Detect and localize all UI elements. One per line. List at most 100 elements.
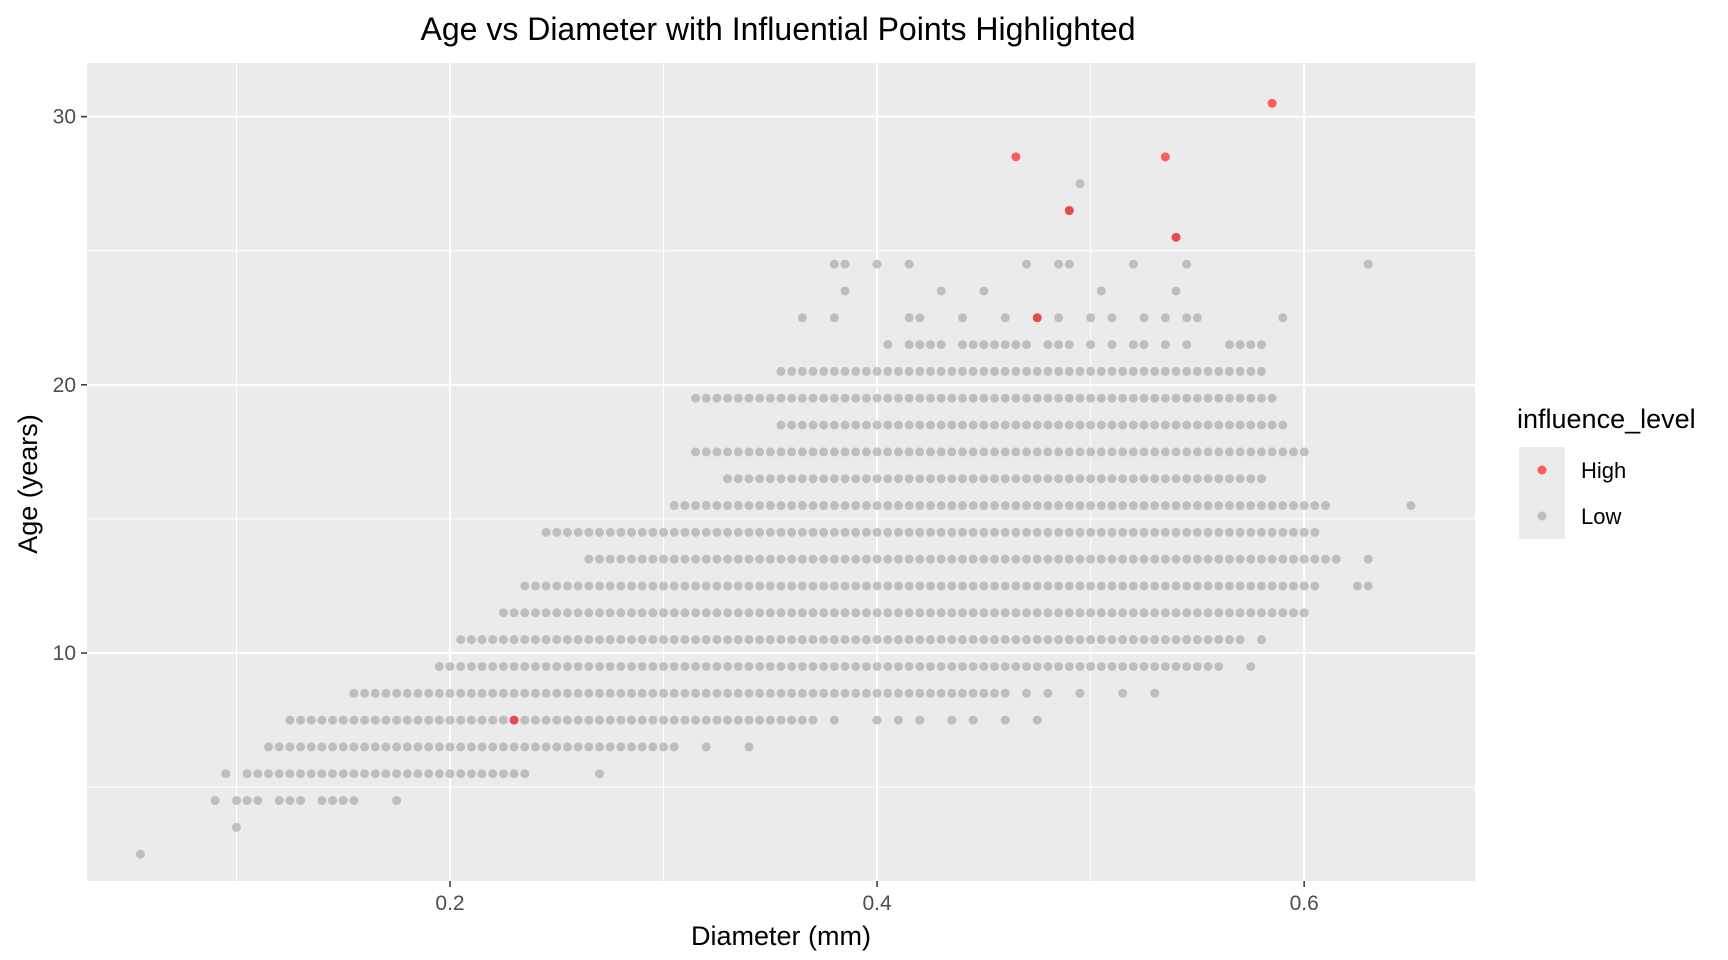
data-point-low: [947, 608, 957, 618]
data-point-low: [819, 474, 829, 484]
data-point-low: [968, 420, 978, 430]
data-point-low: [1022, 420, 1032, 430]
data-point-low: [1128, 635, 1138, 645]
data-point-low: [594, 527, 604, 537]
data-point-low: [1000, 366, 1010, 376]
data-point-low: [1000, 635, 1010, 645]
data-point-low: [787, 715, 797, 725]
data-point-low: [797, 313, 807, 323]
data-point-low: [883, 661, 893, 671]
data-point-low: [1128, 420, 1138, 430]
data-point-low: [968, 688, 978, 698]
data-point-low: [1310, 554, 1320, 564]
data-point-low: [787, 366, 797, 376]
data-point-low: [723, 393, 733, 403]
data-point-low: [1096, 501, 1106, 511]
data-point-low: [413, 715, 423, 725]
data-point-low: [744, 554, 754, 564]
data-point-low: [434, 715, 444, 725]
data-point-low: [637, 608, 647, 618]
data-point-low: [530, 635, 540, 645]
data-point-low: [1075, 393, 1085, 403]
data-point-low: [392, 688, 402, 698]
data-point-low: [1054, 259, 1064, 269]
data-point-low: [947, 420, 957, 430]
data-point-low: [1043, 608, 1053, 618]
data-point-low: [712, 715, 722, 725]
data-point-low: [755, 554, 765, 564]
data-point-low: [893, 527, 903, 537]
data-point-low: [242, 796, 252, 806]
data-point-low: [584, 554, 594, 564]
data-point-low: [1118, 393, 1128, 403]
data-point-low: [669, 715, 679, 725]
data-point-low: [840, 474, 850, 484]
data-point-low: [1043, 554, 1053, 564]
data-point-low: [1118, 661, 1128, 671]
data-point-low: [1064, 608, 1074, 618]
data-point-low: [1363, 554, 1373, 564]
data-point-low: [1118, 608, 1128, 618]
data-point-low: [893, 447, 903, 457]
data-point-low: [1086, 554, 1096, 564]
data-point-low: [1107, 366, 1117, 376]
data-point-low: [1107, 313, 1117, 323]
data-point-low: [680, 688, 690, 698]
data-point-low: [1256, 474, 1266, 484]
data-point-low: [925, 554, 935, 564]
data-point-low: [1235, 608, 1245, 618]
data-point-low: [605, 581, 615, 591]
data-point-low: [1043, 661, 1053, 671]
data-point-low: [776, 608, 786, 618]
data-point-low: [1064, 527, 1074, 537]
legend: influence_level High Low: [1517, 404, 1696, 539]
data-point-low: [477, 715, 487, 725]
y-tick-label: 30: [53, 106, 76, 129]
data-point-low: [594, 688, 604, 698]
data-point-low: [1128, 447, 1138, 457]
data-point-low: [691, 581, 701, 591]
data-point-low: [680, 554, 690, 564]
data-point-low: [915, 527, 925, 537]
data-point-low: [1192, 393, 1202, 403]
data-point-low: [701, 742, 711, 752]
data-point-low: [627, 635, 637, 645]
data-point-low: [979, 527, 989, 537]
data-point-low: [392, 742, 402, 752]
data-point-low: [1171, 366, 1181, 376]
data-point-low: [1160, 393, 1170, 403]
data-point-low: [1118, 474, 1128, 484]
data-point-low: [915, 688, 925, 698]
data-point-low: [947, 447, 957, 457]
data-point-low: [712, 501, 722, 511]
data-point-low: [1107, 420, 1117, 430]
data-point-low: [1246, 527, 1256, 537]
data-point-low: [819, 393, 829, 403]
data-point-low: [498, 769, 508, 779]
data-point-low: [755, 661, 765, 671]
data-point-low: [231, 822, 241, 832]
data-point-low: [1150, 635, 1160, 645]
data-point-low: [925, 581, 935, 591]
data-point-low: [723, 527, 733, 537]
data-point-low: [1032, 501, 1042, 511]
data-point-low: [1235, 393, 1245, 403]
data-point-low: [712, 527, 722, 537]
data-point-low: [1139, 635, 1149, 645]
data-point-low: [1086, 581, 1096, 591]
data-point-low: [776, 420, 786, 430]
data-point-low: [744, 715, 754, 725]
data-point-low: [925, 608, 935, 618]
data-point-low: [520, 715, 530, 725]
data-point-low: [1256, 608, 1266, 618]
data-point-low: [1299, 581, 1309, 591]
data-point-low: [594, 661, 604, 671]
data-point-low: [723, 715, 733, 725]
data-point-low: [552, 742, 562, 752]
data-point-low: [1203, 635, 1213, 645]
data-point-low: [1096, 286, 1106, 296]
data-point-low: [1246, 581, 1256, 591]
data-point-low: [1246, 447, 1256, 457]
data-point-low: [893, 554, 903, 564]
data-point-low: [829, 447, 839, 457]
